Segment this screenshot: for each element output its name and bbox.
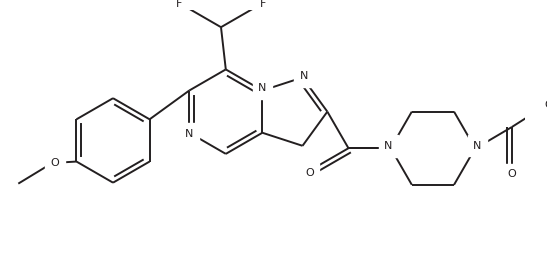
Text: N: N [300, 71, 308, 81]
Text: F: F [260, 0, 266, 9]
Text: O: O [305, 168, 314, 178]
Text: N: N [387, 142, 395, 152]
Text: N: N [258, 83, 266, 93]
Text: N: N [185, 129, 194, 139]
Text: O: O [544, 100, 547, 110]
Text: N: N [384, 141, 393, 151]
Text: F: F [176, 0, 182, 9]
Text: O: O [508, 169, 516, 179]
Text: N: N [473, 141, 482, 151]
Text: O: O [50, 157, 59, 167]
